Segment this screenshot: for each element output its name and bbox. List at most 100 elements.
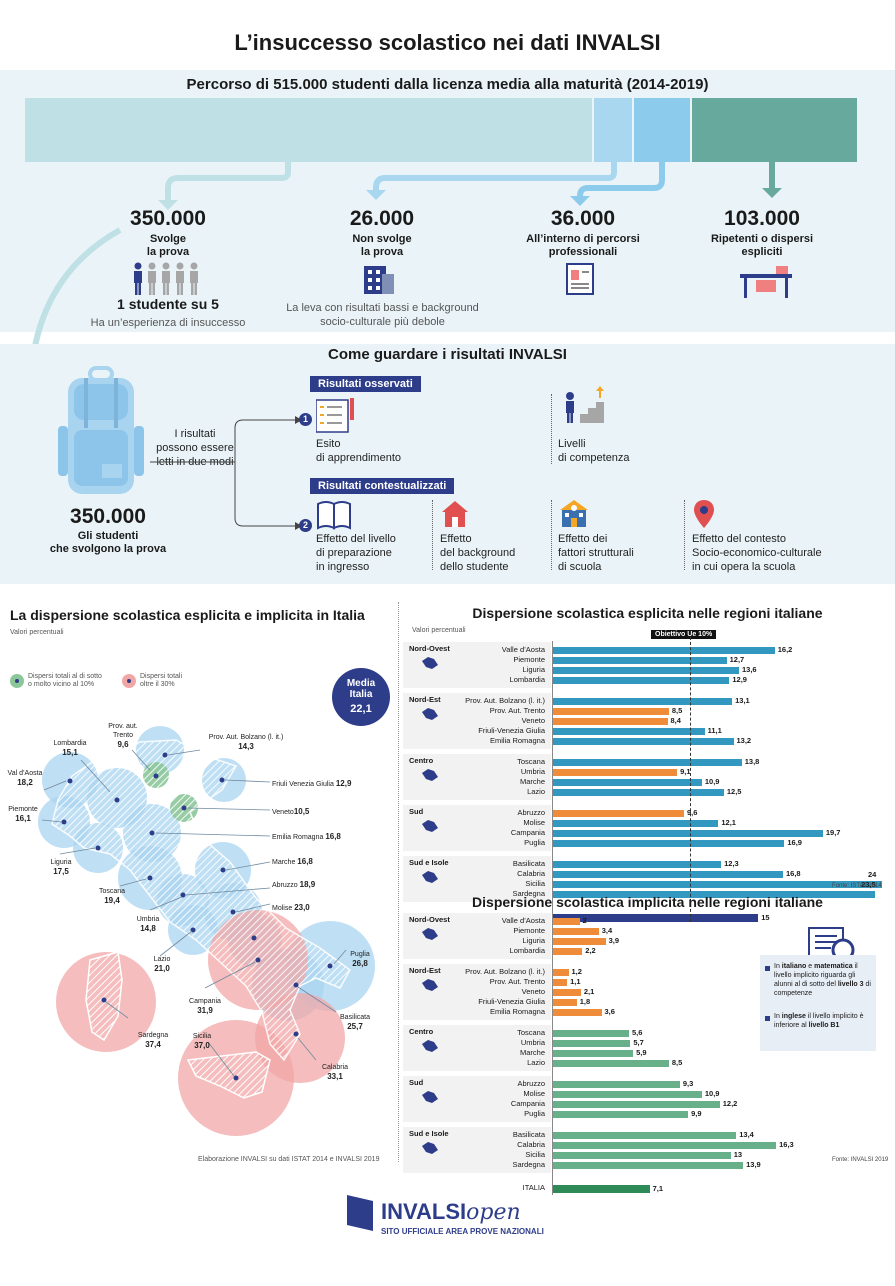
- bar-value-label: 5,6: [632, 1028, 643, 1037]
- flow-label-2: Non svolge la prova: [352, 233, 412, 258]
- bar-value-label: 1,1: [570, 977, 581, 986]
- flow-label-1: Svolge la prova: [146, 233, 190, 258]
- map-label-marche: Marche 16,8: [272, 857, 313, 866]
- checklist-icon: [316, 398, 354, 433]
- bar-value-label: 8,5: [671, 706, 683, 715]
- region-label: Sardegna: [512, 1160, 545, 1169]
- region-label: Marche: [519, 777, 545, 786]
- map-label-abruzzo: Abruzzo 18,9: [272, 880, 316, 889]
- bar-value-label: 11,1: [707, 726, 722, 735]
- flow-number-2: 26.000: [349, 207, 415, 230]
- bar-value-label: 9,6: [687, 808, 698, 817]
- map-label-toscana: Toscana 19,4: [98, 888, 126, 905]
- region-label: Prov. Aut. Trento: [489, 977, 545, 986]
- bar: [552, 1060, 669, 1067]
- desk-icon: [740, 266, 792, 298]
- bar: [552, 881, 882, 888]
- bar-value-label: 16,3: [779, 1140, 794, 1149]
- map-label-friuli: Friuli Venezia Giulia 12,9: [272, 779, 352, 788]
- bar-value-label: 3,9: [608, 936, 620, 945]
- region-label: Lazio: [527, 1058, 545, 1067]
- context-item-4: Effetto del contesto Socio-economico-cul…: [692, 533, 822, 573]
- explicit-chart-units: Valori percentuali: [412, 627, 466, 634]
- region-shape-icon: [422, 657, 438, 669]
- step-1-badge: 1: [299, 413, 312, 426]
- bar-value-label: 12,5: [726, 787, 742, 796]
- bar-value-label: 13,9: [746, 1160, 761, 1169]
- region-label: Campania: [510, 1099, 545, 1108]
- bar-value-label: 3,4: [601, 926, 613, 935]
- bar-value-label: 12,9: [732, 675, 747, 684]
- bar-value-label: 5,7: [633, 1038, 644, 1047]
- map-label-basilicata: Basilicata 25,7: [340, 1014, 370, 1031]
- group-name: Centro: [409, 1027, 434, 1036]
- bar-value-label: 13,4: [739, 1130, 754, 1139]
- group-name: Sud: [409, 807, 424, 816]
- group-name: Sud: [409, 1078, 424, 1087]
- media-italia-label: Media Italia: [346, 678, 376, 700]
- bar: [552, 1142, 777, 1149]
- flow-number-4: 103.000: [724, 207, 800, 230]
- group-box: [403, 964, 551, 1020]
- region-label: Liguria: [522, 936, 545, 945]
- bar: [552, 677, 730, 684]
- region-shape-icon: [422, 1142, 438, 1154]
- bar: [552, 657, 727, 664]
- bar: [552, 1111, 689, 1118]
- map-units: Valori percentuali: [10, 629, 64, 636]
- bar: [552, 861, 722, 868]
- region-shape-icon: [422, 820, 438, 832]
- observed-item-2: Livelli di competenza: [558, 438, 630, 464]
- region-label: Friuli-Venezia Giulia: [478, 726, 545, 735]
- map-label-bolzano: Prov. Aut. Bolzano (l. it.) 14,3: [208, 734, 284, 751]
- region-label: Liguria: [522, 665, 545, 674]
- map-label-umbria: Umbria 14,8: [136, 916, 160, 933]
- map-label-lazio: Lazio 21,0: [153, 956, 171, 973]
- bar-value-label: 3,6: [604, 1007, 615, 1016]
- region-label: Veneto: [521, 716, 545, 725]
- region-label: Basilicata: [512, 859, 545, 868]
- region-label: Toscana: [517, 1028, 545, 1037]
- region-label: Campania: [510, 828, 545, 837]
- bar-value-label: 1,2: [571, 967, 582, 976]
- house-icon: [442, 501, 468, 527]
- group-name: Centro: [409, 756, 434, 765]
- region-label: Lombardia: [509, 675, 545, 684]
- bar: [552, 769, 678, 776]
- bar: [552, 1162, 744, 1169]
- region-label: Marche: [519, 1048, 545, 1057]
- map-label-sardegna: Sardegna 37,4: [137, 1032, 169, 1049]
- bar-value-label: 9,9: [691, 1109, 702, 1118]
- bar: [552, 1081, 680, 1088]
- school-icon: [560, 500, 588, 527]
- flow-bar-segment-103k: [692, 98, 857, 162]
- explicit-chart-source: Fonte: ISTAT 2014: [832, 883, 882, 889]
- bar: [552, 1040, 631, 1047]
- map-label-campania: Campania 31,9: [189, 998, 221, 1015]
- bar: [552, 810, 684, 817]
- region-shape-icon: [422, 979, 438, 991]
- context-item-3: Effetto dei fattori strutturali di scuol…: [558, 533, 634, 573]
- bar-value-label: 1,8: [579, 997, 591, 1006]
- map-source: Elaborazione INVALSI su dati ISTAT 2014 …: [198, 1156, 380, 1163]
- bar-value-label: 9,3: [682, 1079, 694, 1088]
- legend-high-label: Dispersi totali oltre il 30%: [140, 673, 183, 688]
- total-value-label: 15: [761, 913, 770, 922]
- group-name: Nord-Est: [409, 695, 441, 704]
- bar-value-label: 2,2: [585, 946, 596, 955]
- region-shape-icon: [422, 928, 438, 940]
- bar: [552, 718, 668, 725]
- region-label: Prov. Aut. Bolzano (l. it.): [465, 967, 545, 976]
- section-divider: [398, 602, 399, 1162]
- bar: [552, 820, 719, 827]
- total-value-label: 7,1: [652, 1184, 664, 1193]
- bar-value-label: 10,9: [704, 1089, 720, 1098]
- flow-bar-segment-350k: [25, 98, 592, 162]
- region-label: Calabria: [517, 869, 545, 878]
- map-label-veneto: Veneto10,5: [272, 807, 310, 816]
- book-icon: [317, 501, 351, 530]
- bar-value-label: 13,1: [735, 696, 750, 705]
- map-label-calabria: Calabria 33,1: [321, 1064, 349, 1081]
- region-label: Valle d’Aosta: [501, 645, 545, 654]
- group-name: Sud e Isole: [409, 858, 449, 867]
